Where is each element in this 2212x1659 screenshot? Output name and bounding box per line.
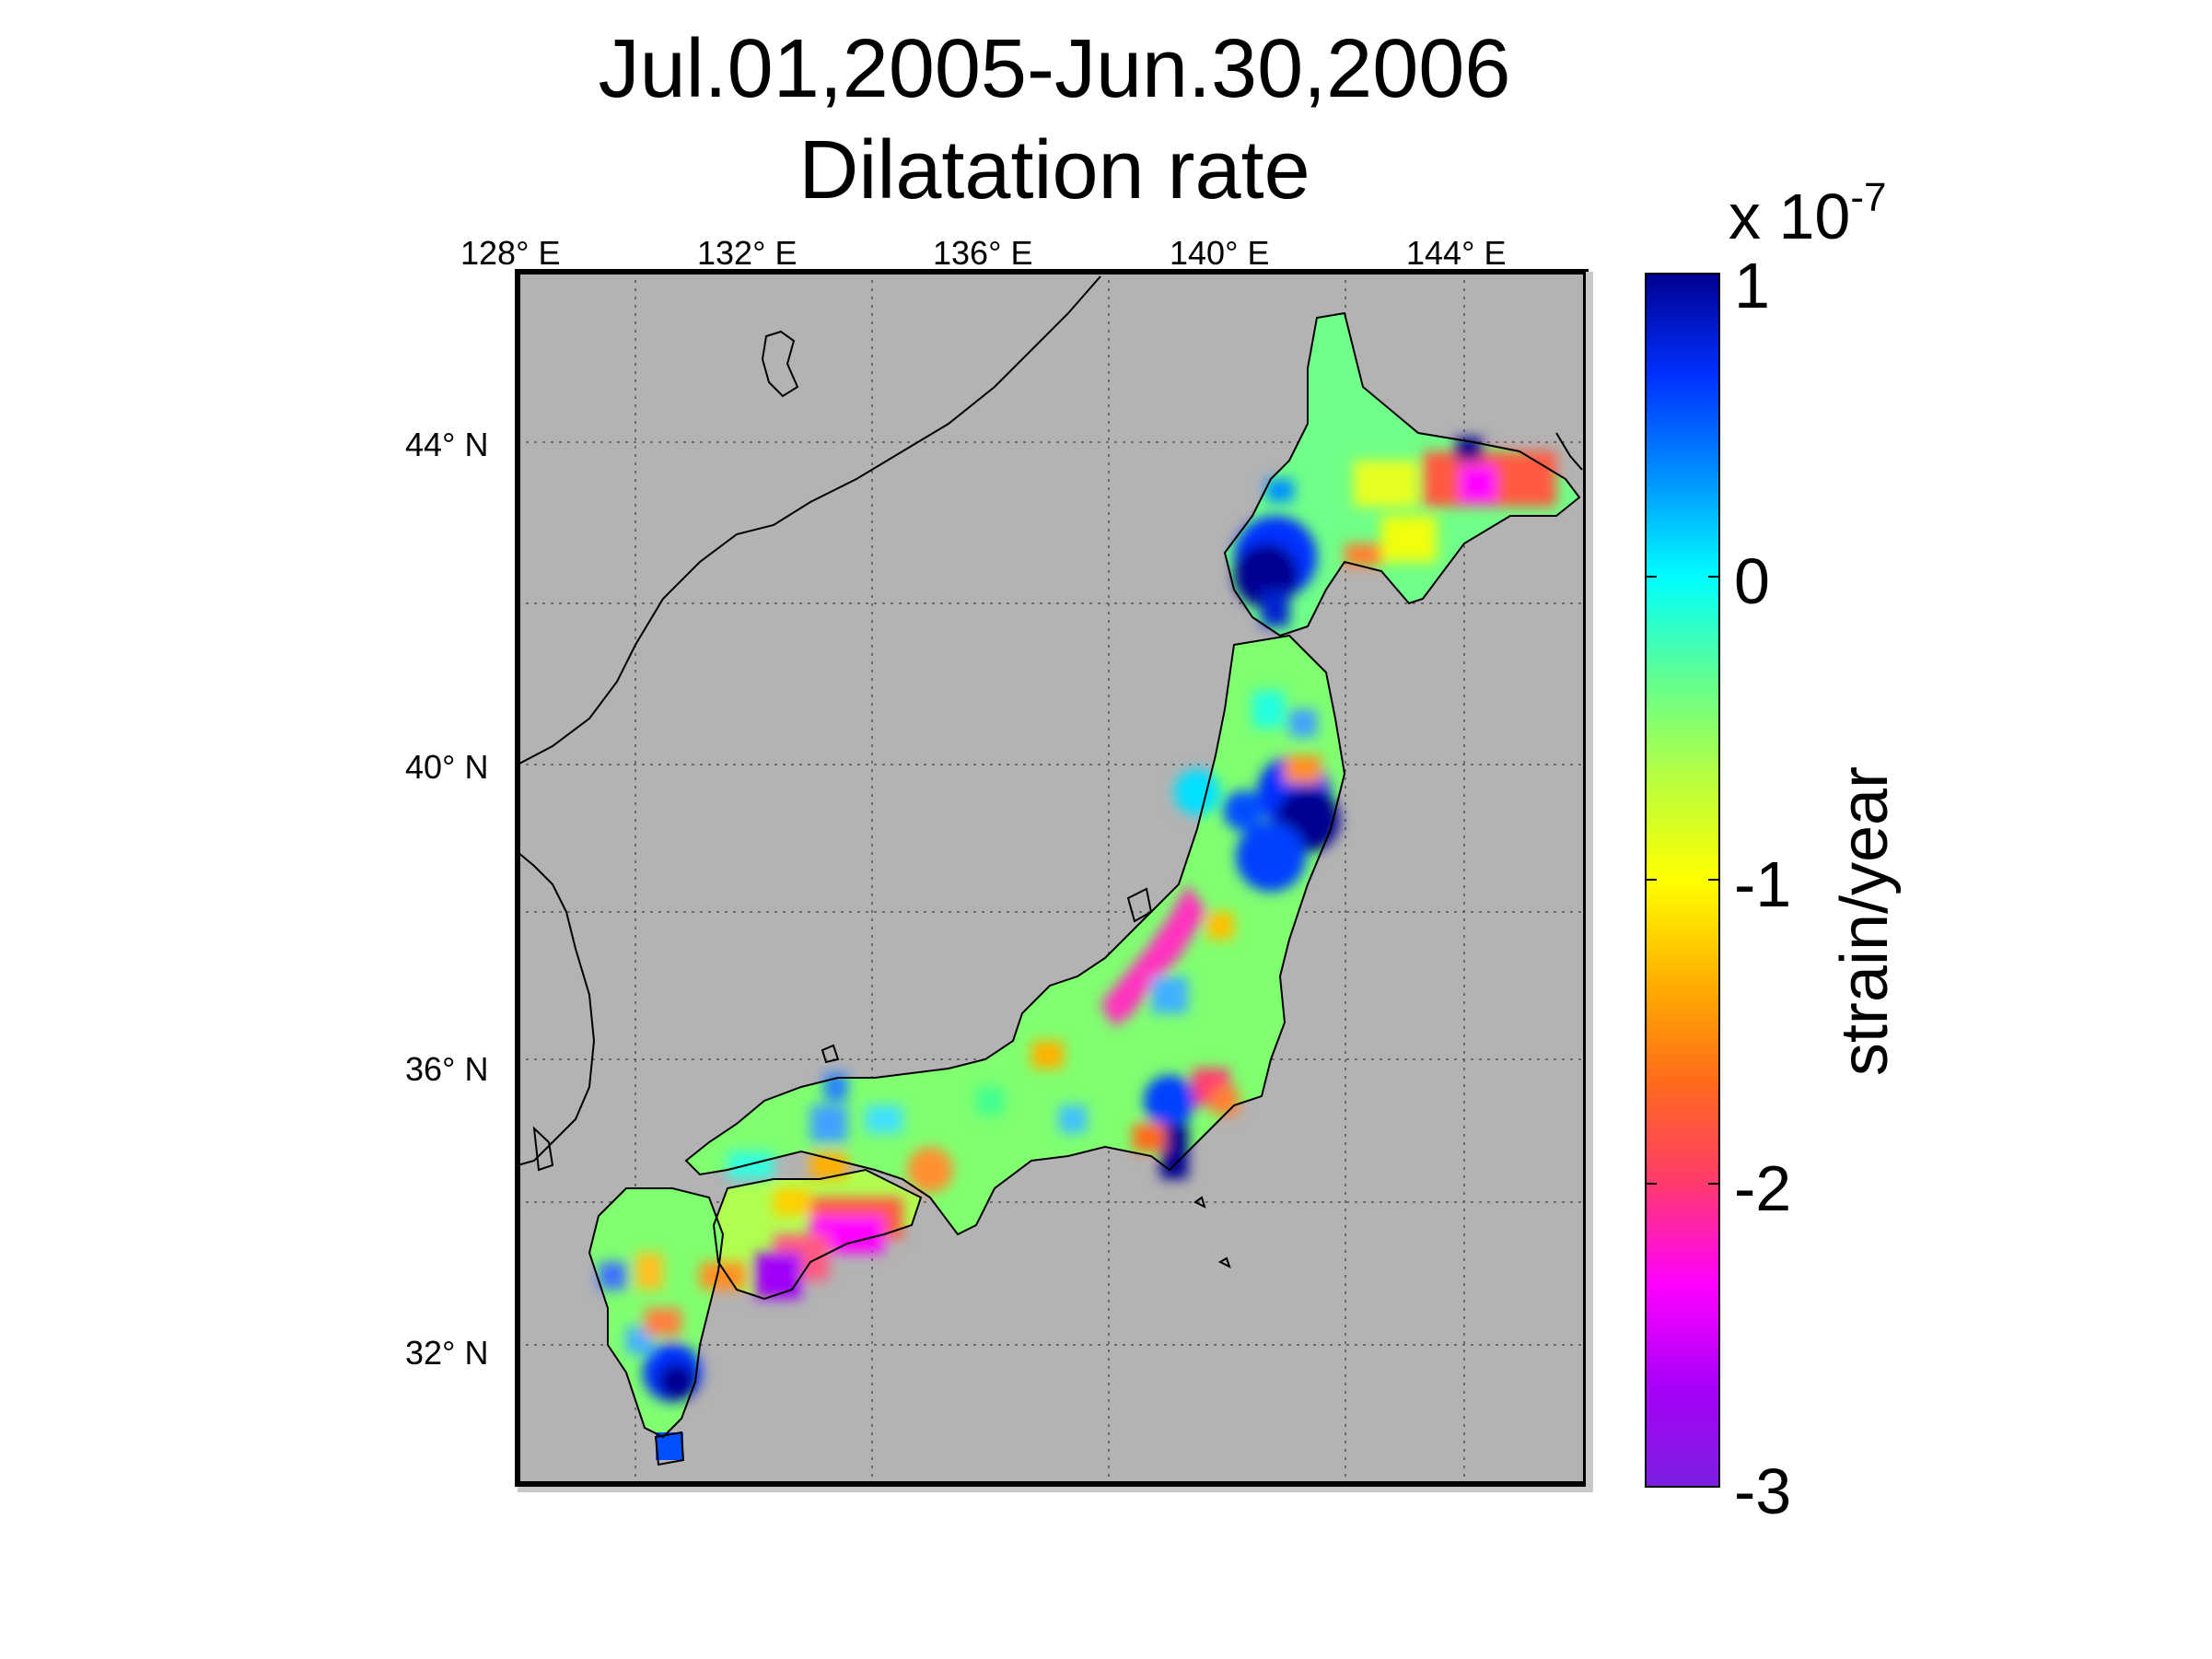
map-title: Jul.01,2005-Jun.30,2006 bbox=[598, 23, 1511, 115]
colorbar-tick-label: -3 bbox=[1734, 1455, 1792, 1527]
map-subtitle: Dilatation rate bbox=[798, 124, 1310, 216]
lat-tick-label: 32° N bbox=[405, 1334, 489, 1372]
lat-tick-label: 40° N bbox=[405, 748, 489, 786]
lon-tick-label: 132° E bbox=[697, 234, 797, 272]
colorbar-unit: x 10-7 bbox=[1729, 175, 1887, 252]
map-frame-shadow bbox=[1586, 272, 1593, 1488]
map-frame-shadow bbox=[518, 1487, 1593, 1492]
colorbar-label: strain/year bbox=[1828, 765, 1902, 1077]
lat-tick-label: 36° N bbox=[405, 1050, 489, 1088]
lon-tick-label: 136° E bbox=[933, 234, 1033, 272]
colorbar-tick-label: 1 bbox=[1734, 250, 1770, 321]
lon-tick-label: 140° E bbox=[1170, 234, 1270, 272]
strain-anomalies bbox=[599, 438, 1556, 1402]
colorbar-tick-label: -2 bbox=[1734, 1152, 1792, 1224]
lon-tick-label: 128° E bbox=[460, 234, 561, 272]
lon-tick-label: 144° E bbox=[1406, 234, 1507, 272]
colorbar-tick-label: -1 bbox=[1734, 848, 1792, 920]
colorbar bbox=[1646, 274, 1719, 1487]
colorbar-tick-label: 0 bbox=[1734, 545, 1770, 617]
lat-tick-label: 44° N bbox=[405, 426, 489, 463]
map-grid bbox=[518, 272, 1586, 1484]
colorbar-ticks bbox=[1646, 273, 1719, 1488]
coastlines bbox=[518, 275, 1583, 1466]
